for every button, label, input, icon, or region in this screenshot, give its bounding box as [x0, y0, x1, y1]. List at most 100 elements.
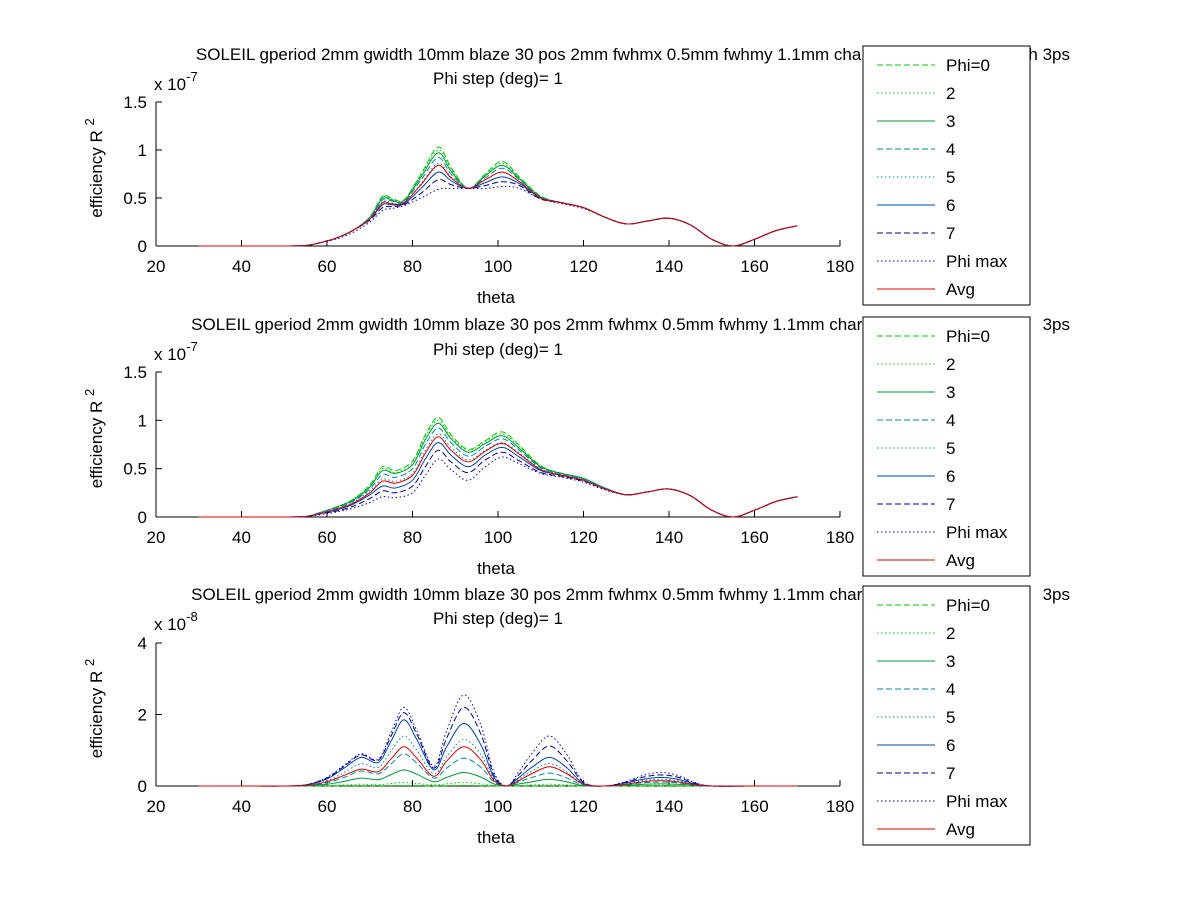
chart-panel-1: SOLEIL gperiod 2mm gwidth 10mm blaze 30 …: [82, 45, 1070, 307]
x-tick-label: 100: [484, 257, 512, 276]
x-tick-label: 160: [740, 797, 768, 816]
legend-label: 4: [946, 411, 955, 430]
x-tick-label: 20: [147, 257, 166, 276]
y-tick-label: 0.5: [123, 189, 147, 208]
legend-box: [862, 585, 1031, 846]
legend-box: [862, 316, 1031, 577]
legend-label: 3: [946, 652, 955, 671]
legend-label: 6: [946, 196, 955, 215]
y-tick-label: 1: [138, 141, 147, 160]
series-line-5: [198, 735, 798, 787]
series-line-4: [198, 753, 798, 787]
legend-label: 7: [946, 495, 955, 514]
legend-label: Phi=0: [946, 56, 990, 75]
y-axis-label-text: efficiency R: [87, 666, 106, 758]
x-tick-label: 140: [655, 257, 683, 276]
x-tick-label: 160: [740, 257, 768, 276]
chart-subtitle: Phi step (deg)= 1: [433, 609, 563, 628]
chart-subtitle: Phi step (deg)= 1: [433, 69, 563, 88]
legend-label: 2: [946, 84, 955, 103]
x-tick-label: 40: [232, 528, 251, 547]
x-tick-label: 20: [147, 528, 166, 547]
exponent-power: -7: [186, 339, 198, 354]
x-tick-label: 120: [569, 528, 597, 547]
legend: Phi=0 2 3 4 5 6 7 Phi max Avg: [862, 316, 1031, 577]
legend-label: Phi max: [946, 252, 1008, 271]
x-tick-label: 20: [147, 797, 166, 816]
y-axis-label-text: efficiency R: [87, 396, 106, 488]
legend-label: 7: [946, 764, 955, 783]
y-axis-label-superscript: 2: [82, 118, 97, 125]
plot-area: [156, 643, 840, 786]
y-tick-label: 0.5: [123, 460, 147, 479]
y-tick-label: 1.5: [123, 93, 147, 112]
legend-label: Phi=0: [946, 327, 990, 346]
y-axis-label-superscript: 2: [82, 659, 97, 666]
x-tick-label: 160: [740, 528, 768, 547]
legend-label: 2: [946, 355, 955, 374]
x-tick-label: 120: [569, 257, 597, 276]
legend-label: Avg: [946, 820, 975, 839]
series-line-7: [198, 706, 798, 787]
legend-label: 2: [946, 624, 955, 643]
x-tick-label: 140: [655, 528, 683, 547]
exponent-base: x 10: [154, 75, 186, 94]
series-line-2: [198, 781, 798, 787]
series-line-3: [198, 769, 798, 787]
y-tick-label: 0: [138, 237, 147, 256]
chart-title: SOLEIL gperiod 2mm gwidth 10mm blaze 30 …: [191, 315, 905, 334]
x-tick-label: 180: [826, 528, 854, 547]
x-axis-label: theta: [477, 559, 515, 578]
legend-label: Phi max: [946, 523, 1008, 542]
legend-label: Avg: [946, 551, 975, 570]
x-tick-label: 140: [655, 797, 683, 816]
legend-label: Avg: [946, 280, 975, 299]
series-line-9: [198, 436, 798, 518]
x-tick-label: 60: [318, 797, 337, 816]
legend-label: Phi max: [946, 792, 1008, 811]
series-line-1: [198, 784, 798, 787]
legend-label: 7: [946, 224, 955, 243]
x-tick-label: 100: [484, 797, 512, 816]
legend: Phi=0 2 3 4 5 6 7 Phi max Avg: [862, 45, 1031, 306]
y-tick-label: 0: [138, 777, 147, 796]
chart-panel-2: SOLEIL gperiod 2mm gwidth 10mm blaze 30 …: [82, 315, 1070, 578]
legend: Phi=0 2 3 4 5 6 7 Phi max Avg: [862, 585, 1031, 846]
x-tick-label: 120: [569, 797, 597, 816]
x-tick-label: 180: [826, 797, 854, 816]
x-tick-label: 180: [826, 257, 854, 276]
exponent-power: -8: [186, 609, 198, 624]
exponent-base: x 10: [154, 615, 186, 634]
x-tick-label: 80: [403, 797, 422, 816]
y-axis-label-superscript: 2: [82, 389, 97, 396]
legend-label: Phi=0: [946, 596, 990, 615]
legend-label: 5: [946, 439, 955, 458]
x-tick-label: 40: [232, 797, 251, 816]
series-line-8: [198, 456, 798, 518]
x-tick-label: 80: [403, 528, 422, 547]
chart-title-tail: 3ps: [1043, 585, 1070, 604]
y-tick-label: 1.5: [123, 363, 147, 382]
plot-area: [156, 102, 840, 246]
x-tick-label: 60: [318, 528, 337, 547]
y-tick-label: 2: [138, 706, 147, 725]
chart-title: SOLEIL gperiod 2mm gwidth 10mm blaze 30 …: [191, 585, 905, 604]
x-tick-label: 60: [318, 257, 337, 276]
legend-label: 5: [946, 708, 955, 727]
chart-title: SOLEIL gperiod 2mm gwidth 10mm blaze 30 …: [196, 45, 900, 64]
x-axis-label: theta: [477, 288, 515, 307]
x-tick-label: 80: [403, 257, 422, 276]
y-axis-exponent: x 10-7: [154, 339, 198, 364]
legend-label: 3: [946, 112, 955, 131]
legend-label: 6: [946, 736, 955, 755]
y-tick-label: 0: [138, 508, 147, 527]
series-line-9: [198, 164, 798, 247]
chart-title-tail: 3ps: [1043, 315, 1070, 334]
chart-title-tail: h 3ps: [1028, 45, 1070, 64]
y-axis-label: efficiency R 2: [82, 389, 106, 489]
x-axis-label: theta: [477, 828, 515, 847]
series-line-6: [198, 719, 798, 787]
chart-subtitle: Phi step (deg)= 1: [433, 340, 563, 359]
legend-label: 5: [946, 168, 955, 187]
